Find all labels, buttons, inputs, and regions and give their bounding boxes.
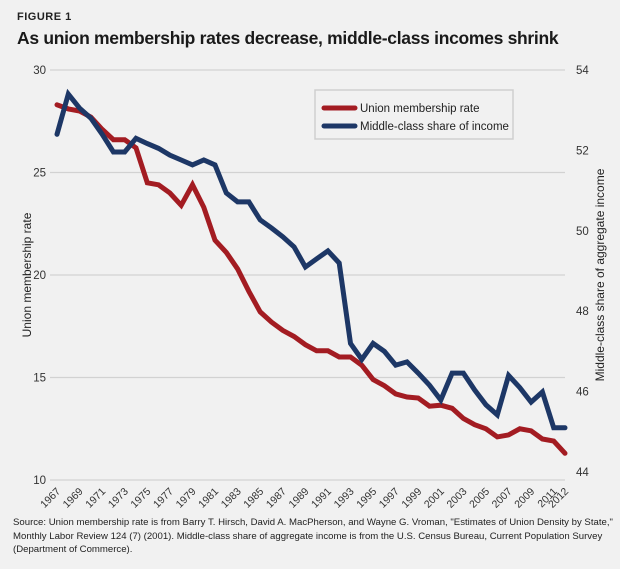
right-tick-label: 54 — [576, 65, 589, 77]
x-axis-ticks: 1967196919711973197519771979198119831985… — [38, 486, 571, 511]
right-axis-ticks: 44 46 48 50 52 54 — [576, 65, 589, 479]
x-tick-label: 1967 — [38, 486, 63, 511]
x-tick-label: 1999 — [399, 486, 424, 511]
union-membership-line — [54, 102, 568, 456]
x-tick-label: 1971 — [83, 486, 108, 511]
x-tick-label: 1973 — [106, 486, 131, 511]
x-tick-label: 1993 — [332, 486, 357, 511]
x-tick-label: 1997 — [377, 486, 402, 511]
right-tick-label: 50 — [576, 226, 589, 238]
x-tick-label: 1995 — [354, 486, 379, 511]
x-tick-label: 1987 — [264, 486, 289, 511]
left-axis-title: Union membership rate — [20, 212, 34, 337]
x-tick-label: 1975 — [128, 486, 153, 511]
left-axis-ticks: 10 15 20 25 30 — [33, 65, 46, 487]
x-tick-label: 1969 — [61, 486, 86, 511]
left-tick-label: 15 — [33, 373, 46, 385]
x-tick-label: 1991 — [309, 486, 334, 511]
x-tick-label: 2003 — [445, 486, 470, 511]
left-tick-label: 25 — [33, 168, 46, 180]
middle-class-share-line — [54, 88, 568, 431]
series-lines — [54, 88, 568, 456]
x-tick-label: 1981 — [196, 486, 221, 511]
x-tick-label: 2001 — [422, 486, 447, 511]
x-tick-label: 2005 — [467, 486, 492, 511]
right-tick-label: 46 — [576, 387, 589, 399]
left-tick-label: 30 — [33, 65, 46, 77]
right-axis-title: Middle-class share of aggregate income — [593, 168, 607, 381]
legend-label-union: Union membership rate — [360, 103, 480, 115]
x-tick-label: 2007 — [490, 486, 515, 511]
left-tick-label: 20 — [33, 270, 46, 282]
x-tick-label: 1977 — [151, 486, 176, 511]
gridlines — [50, 69, 565, 481]
x-tick-label: 1989 — [286, 486, 311, 511]
x-tick-label: 1983 — [219, 486, 244, 511]
legend-label-middle-class: Middle-class share of income — [360, 121, 509, 133]
right-tick-label: 44 — [576, 467, 589, 479]
chart-title: As union membership rates decrease, midd… — [17, 28, 559, 48]
figure-label: FIGURE 1 — [17, 11, 72, 23]
x-tick-label: 1985 — [241, 486, 266, 511]
source-note: Source: Union membership rate is from Ba… — [13, 517, 613, 555]
x-tick-label: 1979 — [174, 486, 199, 511]
right-tick-label: 48 — [576, 306, 589, 318]
right-tick-label: 52 — [576, 145, 589, 157]
legend: Union membership rate Middle-class share… — [314, 89, 514, 140]
x-tick-label: 2009 — [512, 486, 537, 511]
left-tick-label: 10 — [33, 475, 46, 487]
legend-box — [314, 89, 514, 140]
